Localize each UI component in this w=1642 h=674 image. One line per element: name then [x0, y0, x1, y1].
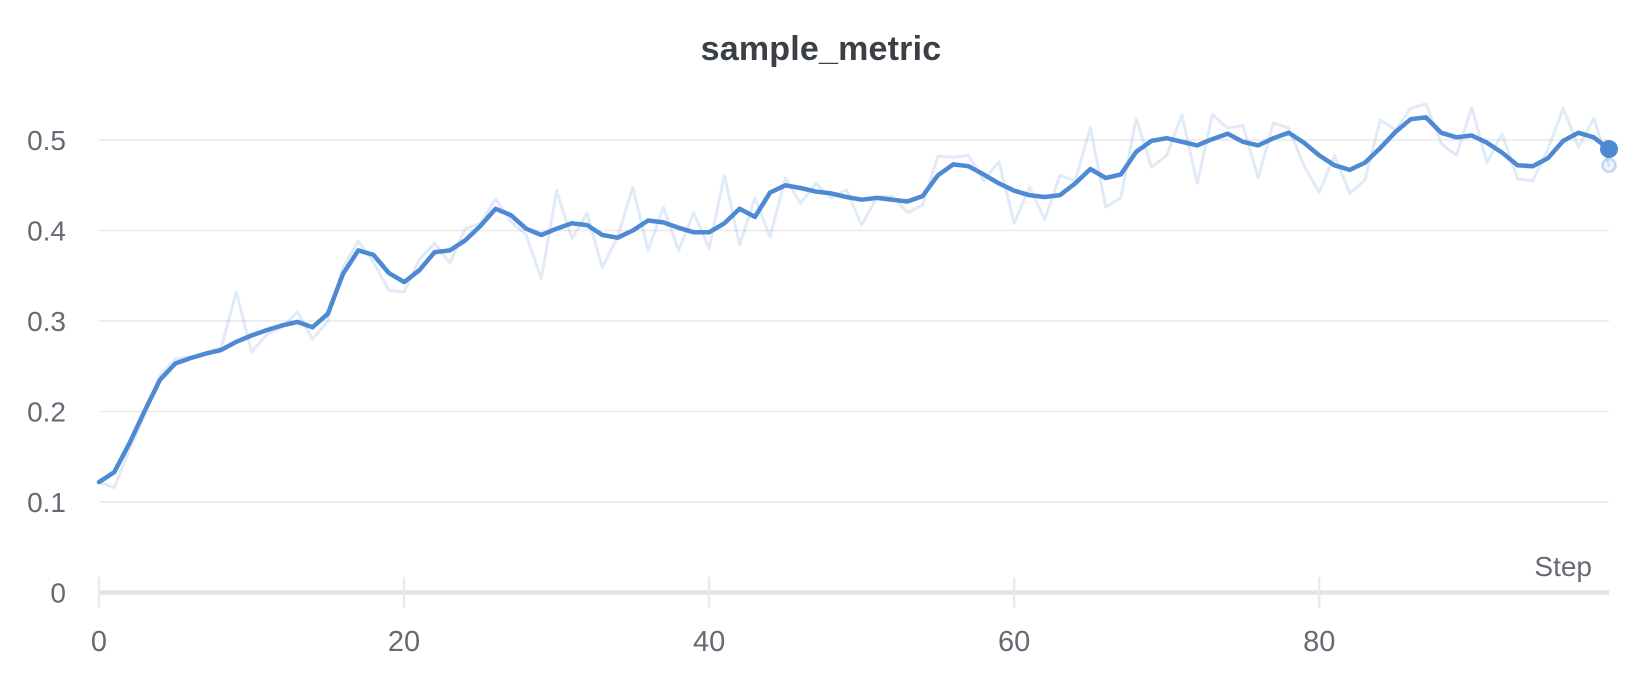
x-tick-label: 0	[91, 626, 107, 658]
x-axis-title: Step	[1534, 551, 1592, 582]
x-tick-mark	[707, 577, 711, 608]
y-tick-label: 0.4	[27, 216, 66, 247]
smoothed-series-line	[96, 115, 1612, 485]
chart-title: sample_metric	[700, 30, 942, 68]
original-series-line	[97, 102, 1611, 489]
x-tick-mark	[1317, 577, 1321, 608]
x-tick-label: 80	[1303, 626, 1335, 658]
x-tick-mark	[97, 577, 101, 608]
x-tick-label: 40	[693, 626, 725, 658]
smoothed-end-marker	[1600, 140, 1618, 159]
x-tick-label: 20	[388, 626, 420, 658]
original-end-marker	[1601, 157, 1617, 174]
y-tick-label: 0	[50, 578, 66, 609]
y-tick-label: 0.1	[27, 487, 66, 518]
y-tick-label: 0.3	[27, 306, 66, 337]
x-tick-mark	[1012, 577, 1016, 608]
x-tick-label: 60	[998, 626, 1030, 658]
x-tick-mark	[402, 577, 406, 608]
y-tick-label: 0.2	[27, 397, 66, 428]
x-axis-line	[99, 590, 1609, 595]
y-tick-label: 0.5	[27, 125, 66, 156]
